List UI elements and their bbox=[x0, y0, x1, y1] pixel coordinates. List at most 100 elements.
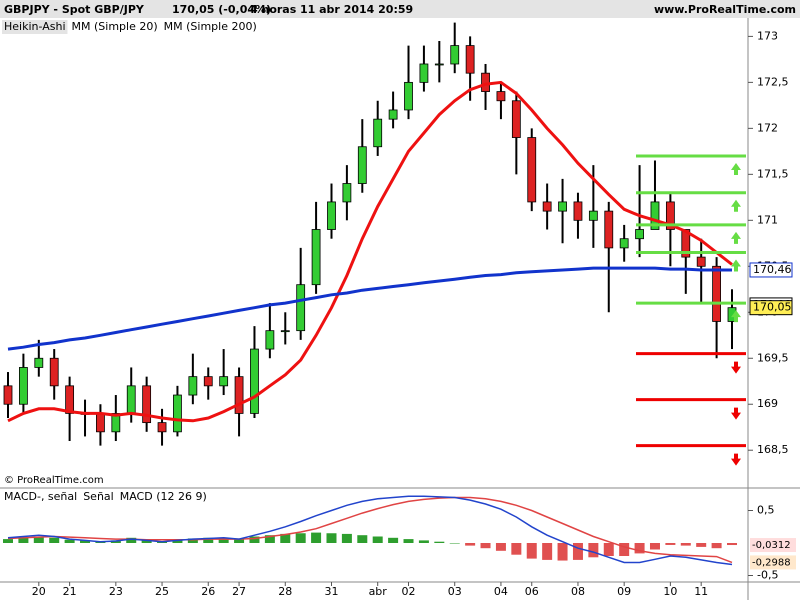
histogram-bar bbox=[3, 539, 13, 543]
arrow-down bbox=[731, 453, 741, 466]
histogram-bar bbox=[249, 536, 260, 543]
histogram-bar bbox=[727, 543, 737, 546]
legend-bg bbox=[2, 20, 68, 34]
histogram-bar bbox=[572, 543, 583, 560]
period: 4 horas bbox=[250, 3, 297, 16]
histogram-bar bbox=[80, 540, 91, 543]
candle-body bbox=[203, 376, 213, 387]
arrow-up bbox=[731, 199, 741, 212]
histogram-bar bbox=[465, 543, 476, 546]
value-badge-label: -0,2988 bbox=[752, 557, 791, 568]
histogram-bar bbox=[557, 543, 568, 561]
histogram-bar bbox=[372, 536, 383, 543]
arrow-down bbox=[731, 407, 741, 420]
candle-body bbox=[49, 357, 59, 387]
candle-body bbox=[327, 201, 336, 230]
candle-body bbox=[65, 385, 75, 414]
x-tick-label: 04 bbox=[494, 585, 508, 598]
histogram-bar bbox=[203, 537, 214, 543]
candle-body bbox=[558, 201, 567, 212]
histogram-bar bbox=[588, 543, 599, 558]
histogram-bar bbox=[403, 539, 414, 543]
histogram-bar bbox=[449, 543, 460, 544]
x-tick-label: 09 bbox=[617, 585, 631, 598]
watermark: © ProRealTime.com bbox=[4, 475, 104, 486]
y-tick-label: 171,5 bbox=[757, 167, 789, 180]
histogram-bar bbox=[326, 533, 337, 543]
legend-entry: MM (Simple 20) bbox=[72, 20, 158, 33]
histogram-bar bbox=[64, 539, 75, 543]
legend-entry: MM (Simple 200) bbox=[164, 20, 257, 33]
histogram-bar bbox=[311, 532, 322, 543]
x-tick-label: 03 bbox=[448, 585, 462, 598]
price-badge-label: 170,46 bbox=[753, 263, 792, 276]
x-tick-label: 25 bbox=[155, 585, 169, 598]
x-tick-label: abr bbox=[369, 585, 388, 598]
histogram-bar bbox=[619, 543, 630, 556]
candle-body bbox=[419, 63, 429, 83]
candle-body bbox=[434, 63, 444, 66]
y-tick-label: -0,5 bbox=[757, 569, 778, 582]
histogram-bar bbox=[603, 543, 614, 556]
legend-candles: Heikin-Ashi bbox=[4, 20, 66, 33]
x-tick-label: 21 bbox=[63, 585, 77, 598]
symbol: GBPJPY - Spot GBP/JPY bbox=[4, 3, 145, 16]
candle-body bbox=[511, 100, 521, 138]
candle-body bbox=[111, 413, 121, 433]
candle-body bbox=[450, 45, 460, 65]
candle-body bbox=[635, 229, 644, 240]
candle-body bbox=[542, 201, 552, 212]
arrow-up bbox=[731, 162, 741, 175]
candle-body bbox=[142, 385, 152, 424]
candle-body bbox=[342, 183, 352, 203]
histogram-bar bbox=[526, 543, 537, 559]
candle-body bbox=[296, 284, 306, 332]
y-tick-label: 0,5 bbox=[757, 504, 775, 517]
candle-body bbox=[311, 229, 321, 286]
candle-body bbox=[373, 118, 383, 148]
y-tick-label: 173 bbox=[757, 29, 778, 42]
histogram-bar bbox=[33, 536, 44, 543]
candle-body bbox=[650, 201, 660, 230]
arrow-up bbox=[731, 259, 741, 272]
candle-body bbox=[34, 357, 44, 368]
macd-line bbox=[7, 495, 733, 566]
y-tick-label: 172,5 bbox=[757, 75, 789, 88]
candle-body bbox=[173, 394, 182, 433]
histogram-bar bbox=[511, 543, 522, 555]
candle-body bbox=[157, 422, 167, 433]
moving-average bbox=[7, 266, 732, 351]
header-bar bbox=[0, 0, 800, 18]
candle-body bbox=[96, 413, 105, 433]
value-badge-label: -0,0312 bbox=[752, 540, 791, 551]
x-tick-label: 26 bbox=[201, 585, 215, 598]
histogram-bar bbox=[711, 543, 722, 549]
candle-body bbox=[604, 210, 614, 249]
histogram-bar bbox=[649, 543, 660, 550]
x-tick-label: 27 bbox=[232, 585, 246, 598]
candle-body bbox=[619, 238, 629, 249]
x-tick-label: 28 bbox=[278, 585, 292, 598]
histogram-bar bbox=[542, 543, 553, 560]
candle-body bbox=[573, 201, 583, 221]
arrow-down bbox=[731, 361, 741, 374]
candle-body bbox=[696, 256, 706, 267]
arrow-up bbox=[731, 231, 741, 244]
histogram-bar bbox=[126, 537, 137, 543]
histogram-bar bbox=[18, 537, 29, 543]
x-tick-label: 20 bbox=[32, 585, 46, 598]
last-price: 170,05 (-0,04%) bbox=[172, 3, 271, 16]
candle-body bbox=[234, 376, 244, 414]
price-badge-label: 170,05 bbox=[753, 301, 792, 314]
histogram-bar bbox=[280, 533, 291, 543]
date: 11 abr 2014 20:59 bbox=[300, 3, 413, 16]
histogram-bar bbox=[172, 539, 183, 543]
value-badge bbox=[750, 555, 796, 570]
candle-body bbox=[404, 81, 413, 111]
candle-body bbox=[3, 385, 13, 405]
histogram-bar bbox=[480, 543, 491, 549]
x-tick-label: 11 bbox=[694, 585, 708, 598]
candle-body bbox=[265, 330, 275, 350]
histogram-bar bbox=[418, 540, 429, 543]
